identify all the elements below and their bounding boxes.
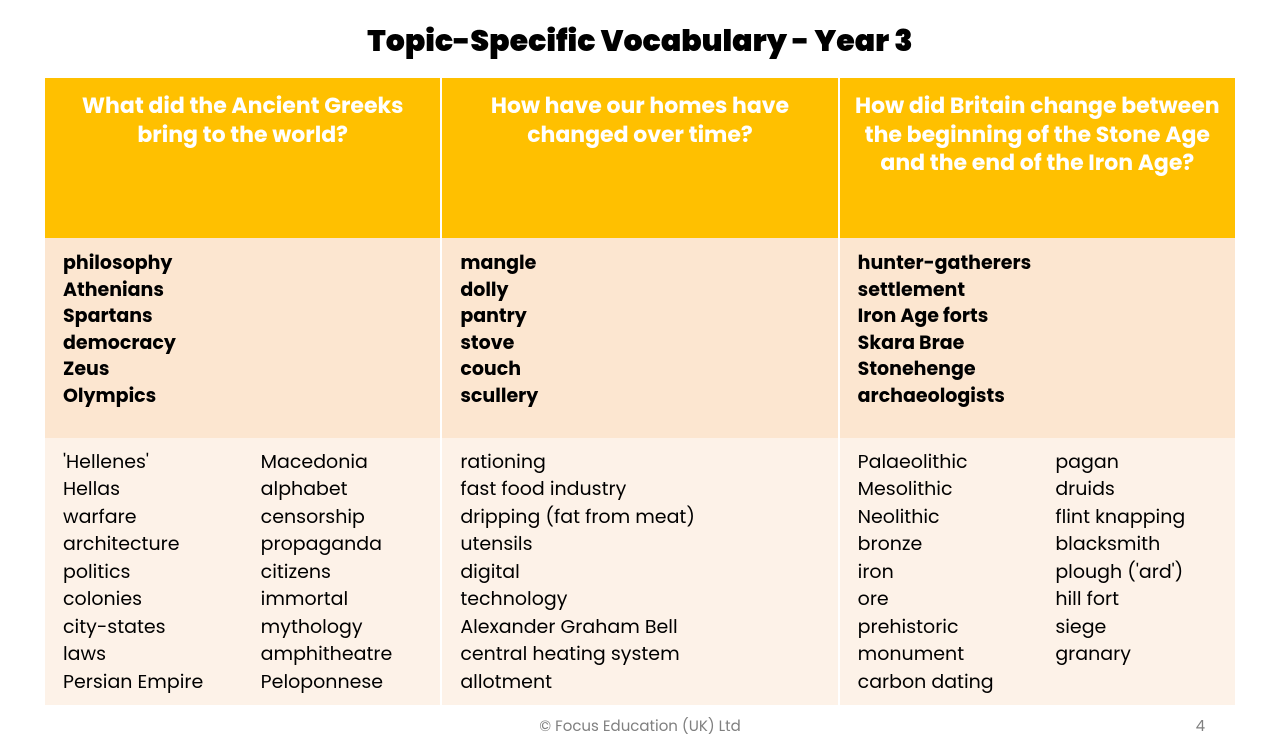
header-col-1: What did the Ancient Greeks bring to the… <box>45 78 440 238</box>
page-title: Topic-Specific Vocabulary - Year 3 <box>45 18 1235 64</box>
header-col-3: How did Britain change between the begin… <box>838 78 1235 238</box>
sub-cell-3b: pagan druids flint knapping blacksmith p… <box>1037 438 1235 706</box>
footer: © Focus Education (UK) Ltd 4 <box>45 705 1235 752</box>
bold-cell-1: philosophy Athenians Spartans democracy … <box>45 238 440 438</box>
sub-cell-1b: Macedonia alphabet censorship propaganda… <box>243 438 441 706</box>
vocab-table: What did the Ancient Greeks bring to the… <box>45 78 1235 705</box>
bold-terms-row: philosophy Athenians Spartans democracy … <box>45 238 1235 438</box>
sub-group-2: rationing fast food industry dripping (f… <box>440 438 837 706</box>
sub-group-3: Palaeolithic Mesolithic Neolithic bronze… <box>838 438 1235 706</box>
sub-cell-2: rationing fast food industry dripping (f… <box>442 438 837 706</box>
page-number: 4 <box>1196 715 1205 738</box>
sub-terms-row: 'Hellenes' Hellas warfare architecture p… <box>45 438 1235 706</box>
sub-cell-3a: Palaeolithic Mesolithic Neolithic bronze… <box>840 438 1038 706</box>
bold-cell-3: hunter-gatherers settlement Iron Age for… <box>838 238 1235 438</box>
copyright-text: © Focus Education (UK) Ltd <box>539 715 740 738</box>
header-col-2: How have our homes have changed over tim… <box>440 78 837 238</box>
sub-group-1: 'Hellenes' Hellas warfare architecture p… <box>45 438 440 706</box>
sub-cell-1a: 'Hellenes' Hellas warfare architecture p… <box>45 438 243 706</box>
bold-cell-2: mangle dolly pantry stove couch scullery <box>440 238 837 438</box>
header-row: What did the Ancient Greeks bring to the… <box>45 78 1235 238</box>
